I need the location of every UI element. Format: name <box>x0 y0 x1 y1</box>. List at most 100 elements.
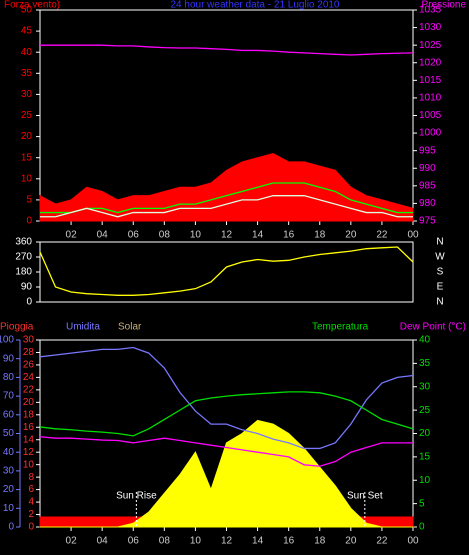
y2-tick-label: 1020 <box>419 57 442 68</box>
y-tick-label: 12 <box>23 447 35 458</box>
y2-tick-label: 990 <box>419 163 436 174</box>
series-line <box>39 391 414 437</box>
y3-tick-label: 10 <box>3 503 15 514</box>
y-tick-label: 20 <box>21 131 33 142</box>
y2-tick-label: 975 <box>419 216 436 227</box>
y2-tick-label: 0 <box>419 522 425 533</box>
x-tick-label: 10 <box>190 230 202 241</box>
y-tick-label: 0 <box>26 297 32 308</box>
x-tick-label: 16 <box>283 536 295 547</box>
y2-tick-label: 15 <box>419 452 431 463</box>
y-tick-label: 50 <box>21 5 33 16</box>
direction-label: N <box>436 297 443 308</box>
series-line <box>40 195 413 218</box>
x-tick-label: 06 <box>128 230 140 241</box>
y2-tick-label: 1025 <box>419 40 442 51</box>
y3-tick-label: 60 <box>3 409 15 420</box>
axis-label: Forza vento) <box>4 0 60 11</box>
y-tick-label: 26 <box>23 360 35 371</box>
y2-tick-label: 10 <box>419 475 431 486</box>
y2-tick-label: 1005 <box>419 110 442 121</box>
y2-tick-label: 5 <box>419 498 425 509</box>
y-tick-label: 18 <box>23 409 35 420</box>
series-line <box>39 246 414 296</box>
axis-label: Temperatura <box>312 322 369 333</box>
plot-frame <box>39 241 414 303</box>
direction-label: S <box>437 267 444 278</box>
y2-tick-label: 1000 <box>419 128 442 139</box>
y-tick-label: 22 <box>23 385 35 396</box>
annotation-label: Sun Rise <box>116 491 157 502</box>
x-tick-label: 14 <box>252 536 264 547</box>
y3-tick-label: 0 <box>8 522 14 533</box>
y-tick-label: 25 <box>21 110 33 121</box>
y-tick-label: 360 <box>15 237 32 248</box>
y-tick-label: 28 <box>23 347 35 358</box>
series-line <box>40 182 413 214</box>
x-tick-label: 18 <box>314 230 326 241</box>
x-tick-label: 12 <box>221 536 233 547</box>
x-tick-label: 02 <box>66 536 78 547</box>
series-line <box>39 346 414 450</box>
y-tick-label: 2 <box>28 509 34 520</box>
y2-tick-label: 985 <box>419 180 436 191</box>
y2-tick-label: 40 <box>419 335 431 346</box>
y-tick-label: 45 <box>21 26 33 37</box>
direction-label: W <box>435 252 445 263</box>
y3-tick-label: 30 <box>3 466 15 477</box>
y-tick-label: 6 <box>28 484 34 495</box>
series-line <box>40 44 414 56</box>
y-tick-label: 30 <box>23 335 35 346</box>
x-tick-label: 12 <box>221 230 233 241</box>
x-tick-label: 14 <box>252 230 264 241</box>
y-tick-label: 20 <box>23 397 35 408</box>
y3-tick-label: 20 <box>3 484 15 495</box>
y-tick-label: 40 <box>21 47 33 58</box>
y-tick-label: 90 <box>21 282 33 293</box>
x-tick-label: 08 <box>159 536 171 547</box>
x-tick-label: 20 <box>345 536 357 547</box>
x-tick-label: 04 <box>97 230 109 241</box>
y-tick-label: 5 <box>26 195 32 206</box>
y2-tick-label: 35 <box>419 358 431 369</box>
y-tick-label: 35 <box>21 68 33 79</box>
y3-tick-label: 100 <box>0 335 14 346</box>
y2-tick-label: 1035 <box>419 5 442 16</box>
x-tick-label: 00 <box>407 536 419 547</box>
axis-label: Solar <box>118 322 142 333</box>
axis-label: Pressione <box>422 0 467 11</box>
x-tick-label: 22 <box>376 230 388 241</box>
x-tick-label: 20 <box>345 230 357 241</box>
y2-tick-label: 1010 <box>419 93 442 104</box>
y-tick-label: 24 <box>23 372 35 383</box>
x-tick-label: 10 <box>190 536 202 547</box>
y-tick-label: 270 <box>15 252 32 263</box>
y3-tick-label: 40 <box>3 447 15 458</box>
x-tick-label: 02 <box>66 230 78 241</box>
y2-tick-label: 1030 <box>419 22 442 33</box>
y-tick-label: 14 <box>23 434 35 445</box>
y2-tick-label: 30 <box>419 381 431 392</box>
x-tick-label: 16 <box>283 230 295 241</box>
y-tick-label: 30 <box>21 89 33 100</box>
series-line <box>39 436 413 467</box>
y-tick-label: 10 <box>23 459 35 470</box>
series-area <box>40 419 413 528</box>
y-tick-label: 8 <box>28 472 34 483</box>
y2-tick-label: 25 <box>419 405 431 416</box>
series-area <box>39 152 414 222</box>
y3-tick-label: 50 <box>3 428 15 439</box>
y2-tick-label: 980 <box>419 198 436 209</box>
y-tick-label: 4 <box>28 497 34 508</box>
y3-tick-label: 80 <box>3 372 15 383</box>
y2-tick-label: 1015 <box>419 75 442 86</box>
direction-label: E <box>437 282 444 293</box>
x-tick-label: 22 <box>376 536 388 547</box>
y-tick-label: 15 <box>21 152 33 163</box>
y2-tick-label: 20 <box>419 428 431 439</box>
x-tick-label: 04 <box>97 536 109 547</box>
direction-label: N <box>436 237 443 248</box>
axis-label: Pioggia <box>0 322 34 333</box>
y-tick-label: 16 <box>23 422 35 433</box>
